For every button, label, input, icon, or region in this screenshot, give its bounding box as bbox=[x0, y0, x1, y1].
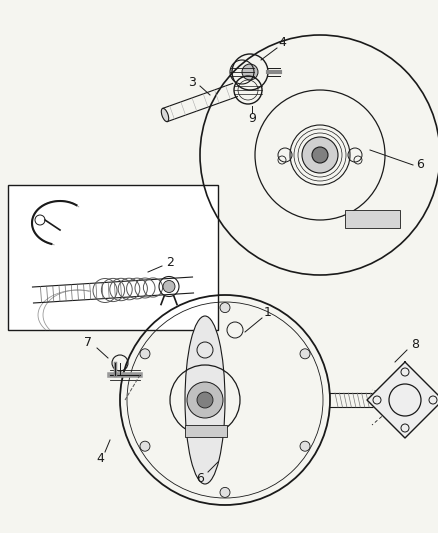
Circle shape bbox=[140, 441, 150, 451]
Circle shape bbox=[140, 349, 150, 359]
Circle shape bbox=[197, 392, 213, 408]
Text: 7: 7 bbox=[84, 335, 92, 349]
Circle shape bbox=[300, 441, 310, 451]
Circle shape bbox=[300, 349, 310, 359]
Text: 6: 6 bbox=[196, 472, 204, 484]
Text: 4: 4 bbox=[278, 36, 286, 49]
Circle shape bbox=[187, 382, 223, 418]
Circle shape bbox=[220, 487, 230, 497]
Circle shape bbox=[302, 137, 338, 173]
Circle shape bbox=[242, 64, 258, 80]
Ellipse shape bbox=[161, 108, 169, 122]
Text: 2: 2 bbox=[166, 255, 174, 269]
Circle shape bbox=[163, 280, 175, 293]
Circle shape bbox=[312, 147, 328, 163]
Bar bbox=[345, 210, 400, 228]
Polygon shape bbox=[367, 362, 438, 438]
Text: 9: 9 bbox=[248, 111, 256, 125]
Bar bbox=[185, 425, 227, 437]
Circle shape bbox=[220, 303, 230, 312]
Circle shape bbox=[380, 395, 390, 405]
Ellipse shape bbox=[185, 316, 225, 484]
Bar bbox=[8, 185, 218, 330]
Text: 8: 8 bbox=[411, 338, 419, 351]
Text: 6: 6 bbox=[416, 158, 424, 172]
Text: 1: 1 bbox=[264, 305, 272, 319]
Text: 3: 3 bbox=[188, 76, 196, 88]
Text: 4: 4 bbox=[96, 451, 104, 464]
